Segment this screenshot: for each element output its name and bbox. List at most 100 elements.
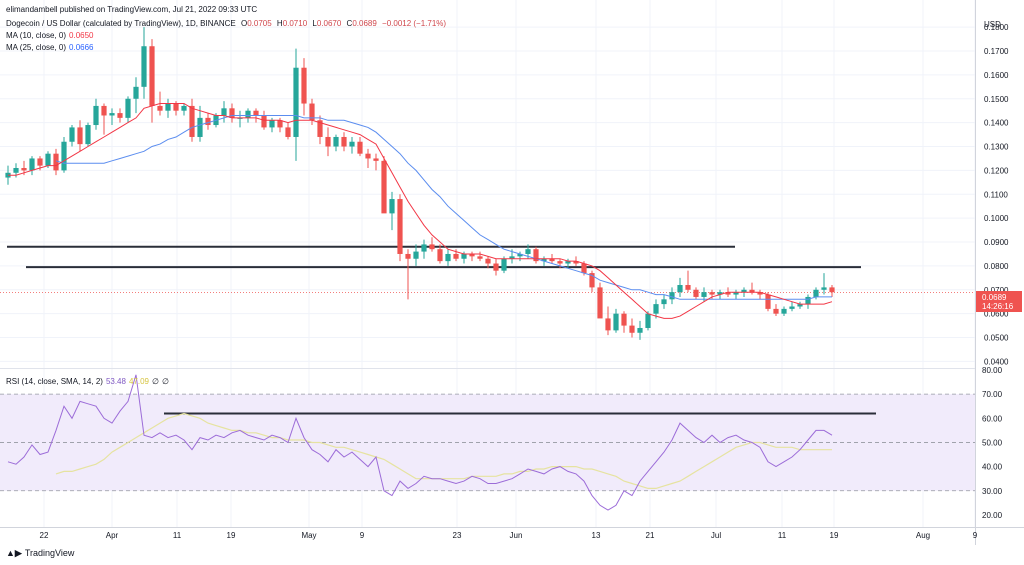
ohlc-legend: Dogecoin / US Dollar (calculated by Trad… — [6, 19, 449, 29]
candle-body — [341, 136, 347, 147]
price-tick-label: 0.0500 — [984, 334, 1009, 343]
candle-body — [133, 86, 139, 99]
rsi-tick-label: 70.00 — [982, 390, 1003, 399]
candle-body — [669, 292, 675, 300]
candle-body — [437, 249, 443, 262]
low-label: L — [312, 19, 317, 28]
time-tick-label: Aug — [916, 531, 930, 540]
time-tick-label: 22 — [40, 531, 49, 540]
rsi-extra-1: ∅ — [152, 377, 159, 386]
candle-body — [429, 244, 435, 250]
candle-body — [245, 110, 251, 118]
candle-body — [325, 136, 331, 147]
price-tick-label: 0.1000 — [984, 214, 1009, 223]
candle-body — [661, 299, 667, 305]
candle-body — [621, 313, 627, 326]
candle-body — [93, 105, 99, 126]
candle-body — [501, 258, 507, 271]
candle-body — [173, 103, 179, 111]
low-value: 0.0670 — [316, 19, 342, 28]
support-resistance-lines — [0, 245, 975, 415]
candle-body — [125, 98, 131, 118]
time-tick-label: Jun — [510, 531, 523, 540]
change-value: −0.0012 (−1.71%) — [382, 19, 447, 28]
candle-body — [397, 199, 403, 254]
rsi-legend[interactable]: RSI (14, close, SMA, 14, 2) 53.48 47.09 ∅ ∅ — [6, 377, 172, 387]
candle-body — [645, 313, 651, 328]
y-axis-unit-label: USD — [984, 20, 1001, 29]
candle-body — [485, 258, 491, 264]
rsi-line — [7, 374, 833, 511]
candle-body — [677, 285, 683, 293]
publisher-line: elimandambell published on TradingView.c… — [6, 5, 260, 15]
candle-body — [653, 304, 659, 314]
candle-body — [605, 318, 611, 331]
moving-averages — [8, 103, 833, 319]
high-value: 0.0710 — [282, 19, 308, 28]
candle-body — [589, 273, 595, 288]
rsi-lines — [7, 374, 833, 511]
ma25-value: 0.0666 — [69, 43, 94, 52]
ma10-line — [8, 103, 833, 319]
candle-body — [149, 46, 155, 106]
candle-body — [69, 127, 75, 142]
time-tick-label: 11 — [778, 531, 787, 540]
candle-body — [781, 308, 787, 314]
candle-body — [637, 327, 643, 333]
axes: USD — [0, 0, 1024, 545]
candle-body — [269, 120, 275, 128]
ma10-label: MA (10, close, 0) — [6, 31, 67, 40]
price-tick-label: 0.0400 — [984, 357, 1009, 366]
candle-body — [717, 292, 723, 295]
price-tick-label: 0.1600 — [984, 71, 1009, 80]
candle-body — [157, 105, 163, 111]
price-tick-label: 0.1800 — [984, 23, 1009, 32]
candle-body — [773, 308, 779, 314]
candle-body — [541, 258, 547, 262]
ma25-legend[interactable]: MA (25, close, 0) 0.0666 — [6, 43, 97, 53]
candle-countdown-label: 14:26:16 — [982, 302, 1014, 311]
open-label: O — [240, 19, 248, 28]
candle-body — [453, 253, 459, 259]
candle-body — [581, 263, 587, 274]
candle-body — [629, 325, 635, 333]
price-tick-label: 0.0700 — [984, 286, 1009, 295]
candle-body — [61, 141, 67, 171]
candle-body — [413, 251, 419, 259]
candle-body — [301, 67, 307, 104]
candle-body — [357, 141, 363, 154]
rsi-tick-label: 20.00 — [982, 511, 1003, 520]
candle-body — [813, 289, 819, 297]
tradingview-brand[interactable]: ▲▶ TradingView — [6, 548, 74, 559]
time-tick-label: 19 — [227, 531, 236, 540]
rsi-axis[interactable]: 20.00 30.00 40.00 50.00 60.00 70.00 80.00 — [982, 366, 1003, 520]
time-tick-label: 21 — [646, 531, 655, 540]
symbol-title[interactable]: Dogecoin / US Dollar (calculated by Trad… — [6, 19, 236, 28]
high-label: H — [276, 19, 283, 28]
candle-body — [229, 108, 235, 118]
candle-body — [333, 136, 339, 147]
time-tick-label: Apr — [106, 531, 119, 540]
candle-body — [493, 263, 499, 271]
time-axis[interactable]: 22 Apr 11 19 May 9 23 Jun 13 21 Jul 11 19 Aug 9 — [40, 531, 978, 540]
ma10-legend[interactable]: MA (10, close, 0) 0.0650 — [6, 31, 97, 41]
candle-body — [829, 287, 835, 293]
price-tick-label: 0.1200 — [984, 166, 1009, 175]
candle-body — [77, 127, 83, 145]
candle-body — [509, 256, 515, 259]
candle-body — [277, 120, 283, 128]
candle-body — [253, 110, 259, 116]
candle-body — [757, 292, 763, 295]
candle-body — [101, 105, 107, 116]
candle-body — [45, 153, 51, 166]
candle-body — [733, 292, 739, 295]
rsi-tick-label: 40.00 — [982, 463, 1003, 472]
ma25-line — [55, 115, 832, 300]
ma10-value: 0.0650 — [69, 31, 94, 40]
price-axis[interactable]: 0.0400 0.0500 0.0600 0.0700 0.0800 0.0900 0.10… — [984, 23, 1009, 366]
candle-body — [221, 108, 227, 116]
candle-body — [381, 160, 387, 214]
candle-body — [549, 258, 555, 262]
candle-body — [389, 199, 395, 214]
